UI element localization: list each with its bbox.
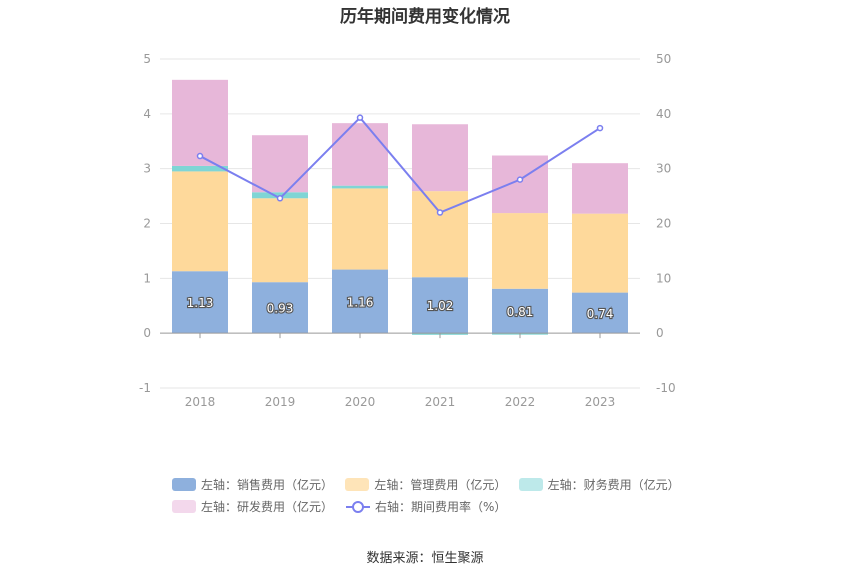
bar-sales-2021[interactable] [412,277,468,334]
x-tick-label: 2018 [185,395,216,409]
bar-value-label: 0.93 [267,302,294,316]
gridlines [160,58,640,389]
legend-item-admin[interactable]: 左轴：管理费用（亿元） [345,476,518,493]
data-source: 数据来源：恒生聚源 [366,551,484,566]
x-axis: 2018 2019 2020 2021 2022 2023 [160,332,640,409]
bar-rd-2019[interactable] [252,135,308,193]
right-tick-label: 20 [656,217,671,231]
bar-rd-2022[interactable] [492,155,548,214]
right-tick-label: -10 [656,381,676,395]
bar-value-label: 0.74 [587,307,614,321]
x-tick-label: 2020 [345,395,376,409]
bar-admin-2019[interactable] [252,198,308,283]
bar-sales-2020[interactable] [332,269,388,334]
left-tick-label: 1 [143,271,151,285]
legend-item-rd[interactable]: 左轴：研发费用（亿元） [172,498,346,515]
bar-value-label: 1.02 [427,299,454,313]
rate-point-2022 [516,176,524,183]
rate-line[interactable] [196,114,604,216]
bar-rd-2020[interactable] [332,123,388,186]
right-tick-label: 0 [656,326,664,340]
right-tick-label: 50 [656,52,671,66]
bar-sales-2023[interactable] [572,292,628,334]
bar-sales-2018[interactable] [172,271,228,334]
legend-swatch-rd [172,499,196,513]
bar-rd-2021[interactable] [412,124,468,192]
legend: 左轴：销售费用（亿元） 左轴：管理费用（亿元） 左轴：财务费用（亿元） 左轴：研… [172,473,692,517]
x-tick-label: 2022 [505,395,536,409]
bar-finance-2020[interactable] [332,185,388,189]
left-axis: -1 0 1 2 3 4 5 [139,52,151,395]
chart-title: 历年期间费用变化情况 [340,7,510,27]
rate-point-2021 [436,209,444,216]
rate-point-2018 [196,152,204,160]
bar-admin-2020[interactable] [332,188,388,270]
left-tick-label: 4 [143,107,151,121]
legend-swatch-admin [345,477,370,491]
x-tick-label: 2023 [585,395,616,409]
bar-sales-2022[interactable] [492,288,548,334]
bar-value-label: 1.13 [187,296,214,310]
legend-label-finance: 左轴：财务费用（亿元） [547,477,680,492]
legend-label-rd: 左轴：研发费用（亿元） [201,499,334,514]
left-tick-label: 3 [143,162,151,176]
rate-line-path [199,116,601,214]
left-tick-label: -1 [139,381,151,395]
legend-item-finance[interactable]: 左轴：财务费用（亿元） [518,476,692,493]
x-tick-label: 2021 [425,395,456,409]
left-tick-label: 5 [143,52,151,66]
legend-item-rate[interactable]: 右轴：期间费用率（%） [346,498,520,515]
left-tick-label: 2 [143,217,151,231]
bar-sales-2019[interactable] [252,282,308,334]
bar-value-label: 1.16 [347,295,374,309]
bar-value-label: 0.81 [507,305,534,319]
right-tick-label: 30 [656,162,671,176]
bar-finance-2018[interactable] [172,165,228,172]
legend-swatch-sales [172,477,196,491]
legend-swatch-rate [346,500,370,513]
bar-rd-2023[interactable] [572,163,628,214]
bar-admin-2018[interactable] [172,171,228,272]
rate-point-2020 [356,114,364,121]
rate-point-2019 [276,195,284,202]
bar-admin-2022[interactable] [492,213,548,289]
rate-point-2023 [596,124,604,132]
legend-item-sales[interactable]: 左轴：销售费用（亿元） [172,476,345,493]
legend-label-sales: 左轴：销售费用（亿元） [201,477,334,492]
legend-label-admin: 左轴：管理费用（亿元） [374,477,507,492]
bars[interactable] [172,79,628,335]
right-tick-label: 40 [656,107,671,121]
bar-value-labels: 1.13 0.93 1.16 1.02 0.81 0.74 [186,294,615,322]
right-tick-label: 10 [656,271,671,285]
x-tick-label: 2019 [265,395,296,409]
legend-label-rate: 右轴：期间费用率（%） [375,499,507,514]
legend-swatch-finance [518,477,543,491]
bar-admin-2023[interactable] [572,213,628,293]
bar-rd-2018[interactable] [172,79,228,166]
right-axis: -10 0 10 20 30 40 50 [656,52,676,395]
left-tick-label: 0 [143,326,151,340]
